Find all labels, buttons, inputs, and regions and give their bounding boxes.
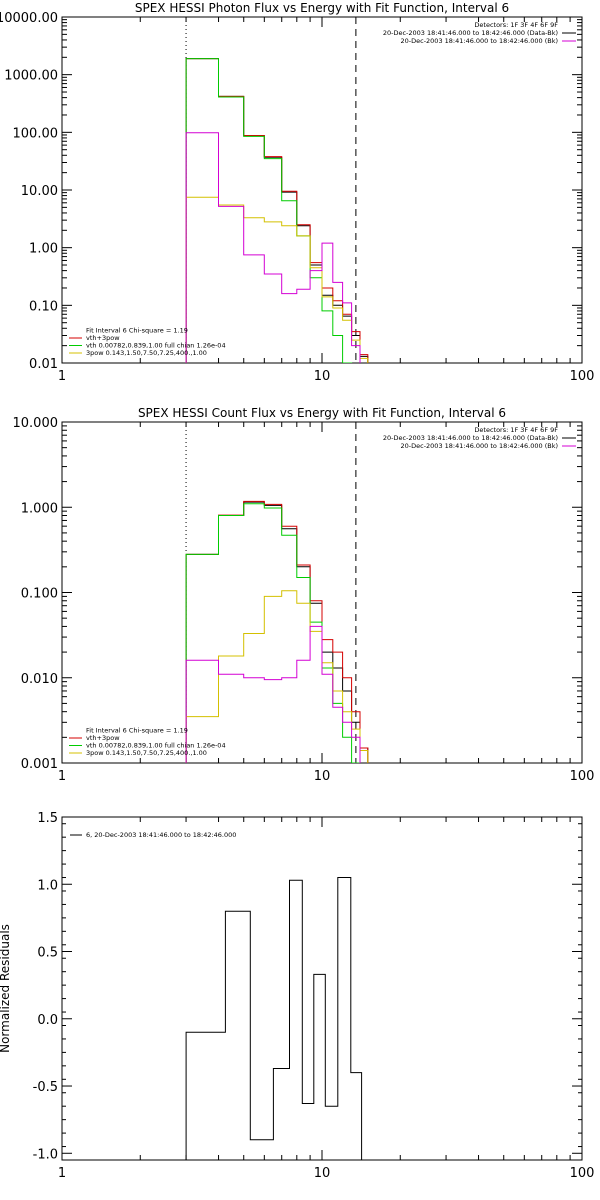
y-tick-label: 0.010 bbox=[21, 672, 58, 687]
x-tick-label: 100 bbox=[570, 1166, 595, 1181]
series-3-histogram bbox=[185, 590, 369, 763]
plot-title: SPEX HESSI Photon Flux vs Energy with Fi… bbox=[135, 1, 509, 15]
series-4-histogram bbox=[185, 132, 369, 363]
photon-flux-plot: SPEX HESSI Photon Flux vs Energy with Fi… bbox=[0, 1, 594, 384]
residuals-plot: Normalized Residuals 1 10 100 -1.0 -0.5 0.0 0.5… bbox=[0, 811, 594, 1181]
y-tick-label: 1.00 bbox=[29, 242, 58, 257]
header-line: Detectors: 1F 3F 4F 6F 9F bbox=[474, 426, 558, 434]
y-tick-label: 100.00 bbox=[13, 126, 59, 141]
x-tick-label: 1 bbox=[58, 1166, 66, 1181]
series-0-histogram bbox=[185, 58, 369, 363]
plot-frame bbox=[61, 421, 583, 764]
x-tick-label: 10 bbox=[314, 769, 331, 784]
header-line: Detectors: 1F 3F 4F 6F 9F bbox=[474, 21, 558, 29]
y-tick-label: 10000.00 bbox=[0, 11, 58, 26]
x-tick-label: 100 bbox=[570, 769, 595, 784]
y-tick-label: 1.0 bbox=[37, 878, 58, 893]
fit-legend-text: vth 0.00782,0.839,1.00 full chian 1.26e-… bbox=[86, 342, 226, 350]
fit-legend-text: Fit Interval 6 Chi-square = 1.19 bbox=[86, 727, 188, 735]
y-tick-label: 1.000 bbox=[21, 501, 58, 516]
y-tick-label: 0.100 bbox=[21, 587, 58, 602]
x-tick-label: 10 bbox=[314, 1166, 331, 1181]
y-tick-label: 0.5 bbox=[37, 946, 58, 961]
fit-legend-text: vth 0.00782,0.839,1.00 full chian 1.26e-… bbox=[86, 742, 226, 750]
header-line: 20-Dec-2003 18:41:46.000 to 18:42:46.000… bbox=[401, 442, 559, 450]
plot-data bbox=[185, 500, 369, 763]
y-tick-label: -0.5 bbox=[33, 1080, 58, 1095]
fit-legend-text: 3pow 0.143,1.50,7.50,7.25,400.,1.00 bbox=[86, 749, 207, 757]
residuals-histogram bbox=[185, 877, 363, 1160]
plot-data bbox=[185, 58, 369, 363]
fit-legend-text: Fit Interval 6 Chi-square = 1.19 bbox=[86, 327, 188, 335]
plot-frame bbox=[61, 816, 583, 1161]
y-tick-label: 10.000 bbox=[13, 416, 59, 431]
series-4-histogram bbox=[185, 625, 369, 763]
header-line: 20-Dec-2003 18:41:46.000 to 18:42:46.000… bbox=[401, 37, 559, 45]
series-3-histogram bbox=[185, 196, 369, 363]
y-tick-label: -1.0 bbox=[33, 1147, 58, 1162]
count-flux-plot: SPEX HESSI Count Flux vs Energy with Fit… bbox=[13, 406, 595, 784]
series-2-histogram bbox=[185, 58, 369, 363]
x-tick-label: 1 bbox=[58, 769, 66, 784]
series-1-histogram bbox=[185, 58, 369, 363]
plot-data bbox=[185, 877, 363, 1160]
y-tick-label: 1000.00 bbox=[4, 69, 58, 84]
fit-legend-text: vth+3pow bbox=[86, 734, 120, 742]
y-tick-label: 0.01 bbox=[29, 357, 58, 372]
y-tick-label: 0.0 bbox=[37, 1013, 58, 1028]
series-1-histogram bbox=[185, 500, 369, 763]
legend-text: 6, 20-Dec-2003 18:41:46.000 to 18:42:46.… bbox=[86, 831, 236, 839]
x-tick-label: 10 bbox=[314, 369, 331, 384]
x-tick-label: 100 bbox=[570, 369, 595, 384]
y-tick-label: 0.10 bbox=[29, 299, 58, 314]
fit-legend-text: 3pow 0.143,1.50,7.50,7.25,400.,1.00 bbox=[86, 349, 207, 357]
series-0-histogram bbox=[185, 501, 369, 763]
y-tick-label: 1.5 bbox=[37, 811, 58, 826]
y-axis-label: Normalized Residuals bbox=[0, 924, 12, 1053]
plot-title: SPEX HESSI Count Flux vs Energy with Fit… bbox=[138, 406, 506, 420]
x-tick-label: 1 bbox=[58, 369, 66, 384]
header-line: 20-Dec-2003 18:41:46.000 to 18:42:46.000… bbox=[383, 29, 558, 37]
y-tick-label: 10.00 bbox=[21, 184, 58, 199]
header-line: 20-Dec-2003 18:41:46.000 to 18:42:46.000… bbox=[383, 434, 558, 442]
fit-legend-text: vth+3pow bbox=[86, 334, 120, 342]
y-tick-label: 0.001 bbox=[21, 757, 58, 772]
series-2-histogram bbox=[185, 503, 369, 763]
